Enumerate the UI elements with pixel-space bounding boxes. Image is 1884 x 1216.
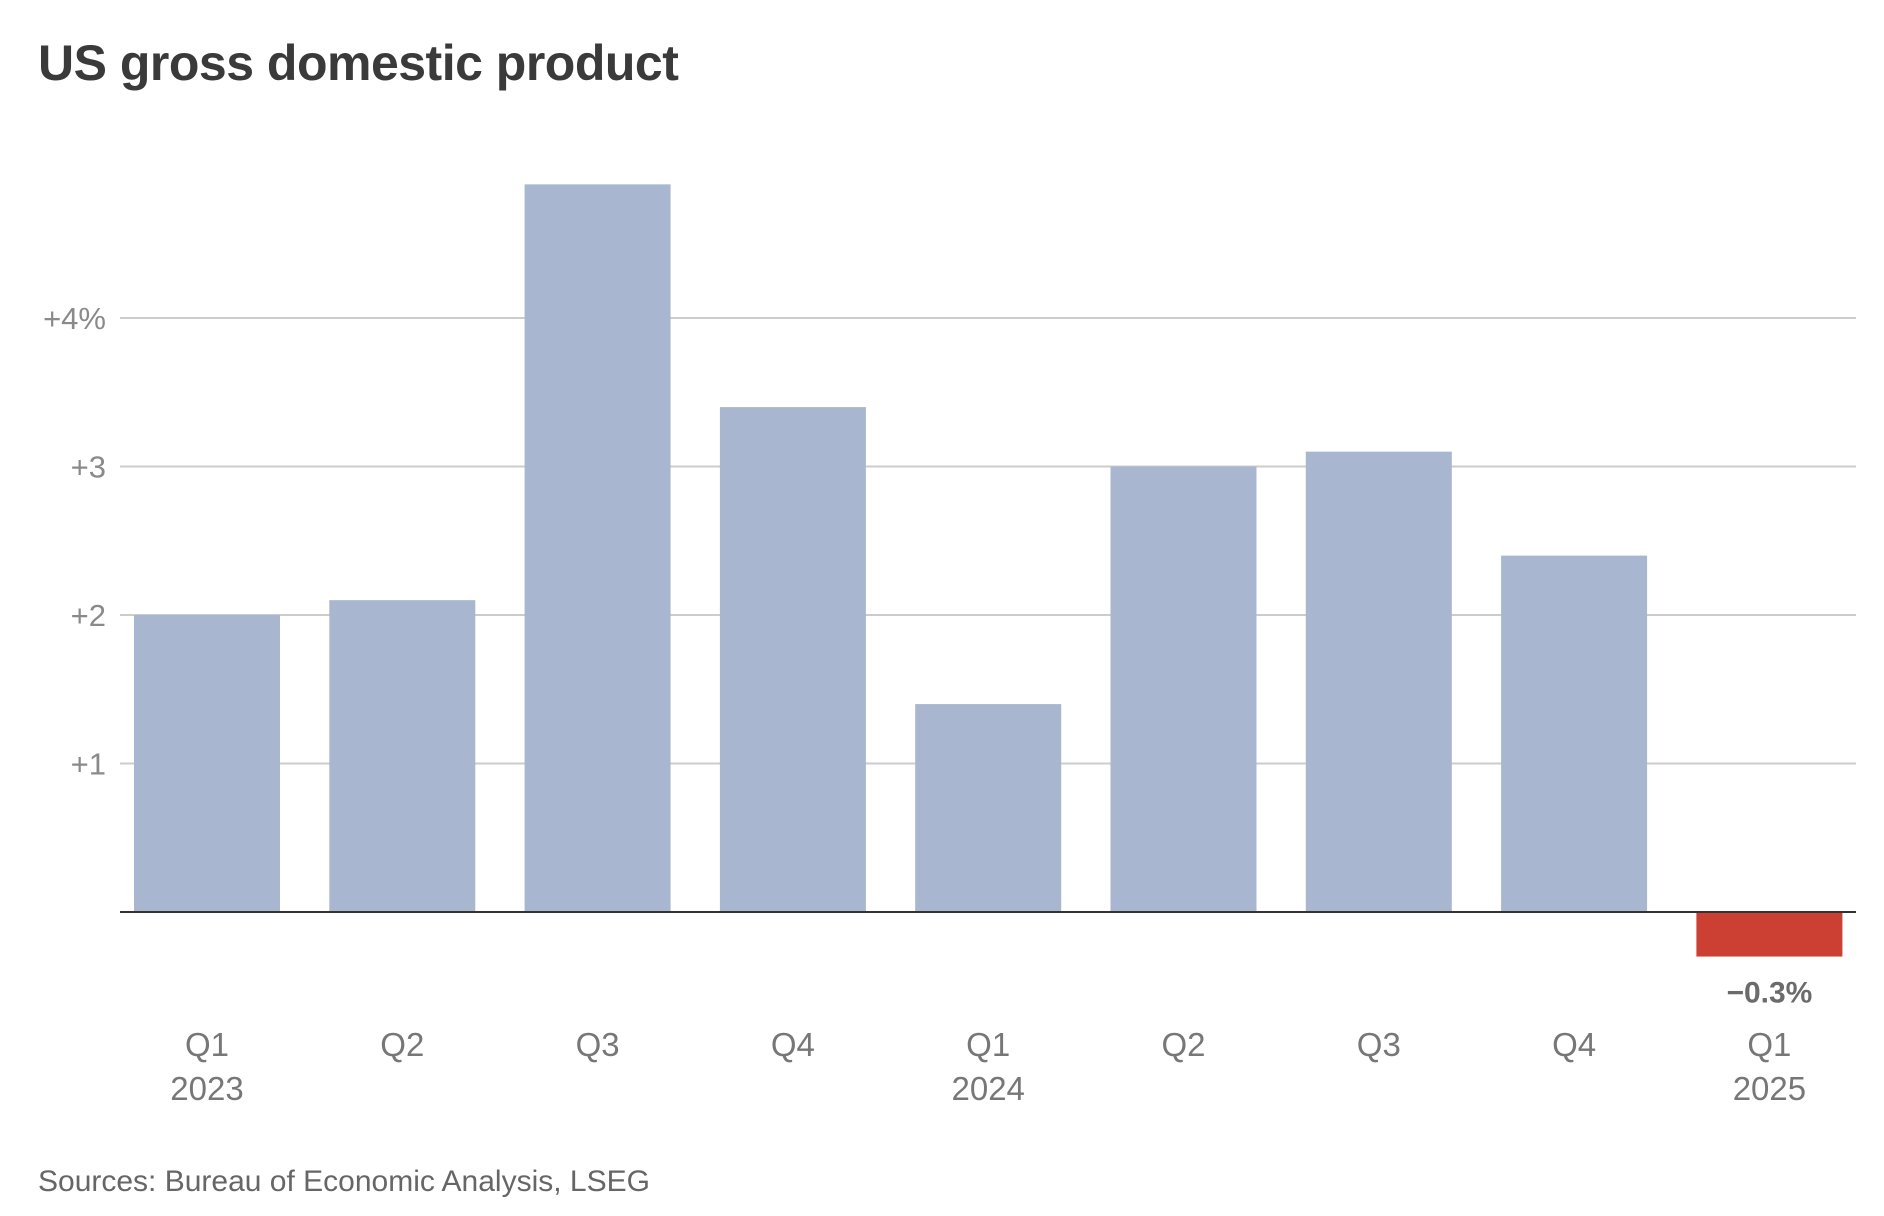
bar-7 — [1305, 451, 1452, 912]
y-tick-label: +3 — [71, 450, 106, 485]
x-tick-label: Q2 — [380, 1026, 424, 1063]
bar-3 — [524, 184, 671, 913]
x-tick-label: Q4 — [1552, 1026, 1596, 1063]
x-year-label: 2024 — [951, 1070, 1024, 1107]
x-tick-label: Q1 — [185, 1026, 229, 1063]
x-tick-label: Q1 — [966, 1026, 1010, 1063]
x-tick-label: Q3 — [576, 1026, 620, 1063]
x-year-label: 2025 — [1733, 1070, 1806, 1107]
x-year-label: 2023 — [170, 1070, 243, 1107]
bar-9 — [1696, 912, 1843, 957]
y-tick-label: +2 — [71, 598, 106, 633]
bars — [134, 184, 1843, 957]
labels: +4% +3 +2 +1 −0.3% Q1 2023 Q2 Q3 Q4 Q1 2024 Q2 Q3 Q4 Q1… — [43, 301, 1812, 1107]
y-tick-label: +4% — [43, 301, 106, 336]
chart-title: US gross domestic product — [38, 35, 679, 91]
bar-6 — [1110, 466, 1257, 912]
bar-1 — [134, 615, 280, 912]
x-tick-label: Q4 — [771, 1026, 815, 1063]
bar-5 — [915, 704, 1062, 912]
x-tick-label: Q1 — [1747, 1026, 1791, 1063]
source-note: Sources: Bureau of Economic Analysis, LS… — [38, 1165, 650, 1198]
bar-4 — [719, 407, 866, 912]
bar-2 — [329, 600, 476, 912]
bar-value-label: −0.3% — [1726, 977, 1812, 1010]
y-tick-label: +1 — [71, 747, 106, 782]
x-tick-label: Q3 — [1357, 1026, 1401, 1063]
x-tick-label: Q2 — [1161, 1026, 1205, 1063]
bar-8 — [1501, 555, 1648, 912]
